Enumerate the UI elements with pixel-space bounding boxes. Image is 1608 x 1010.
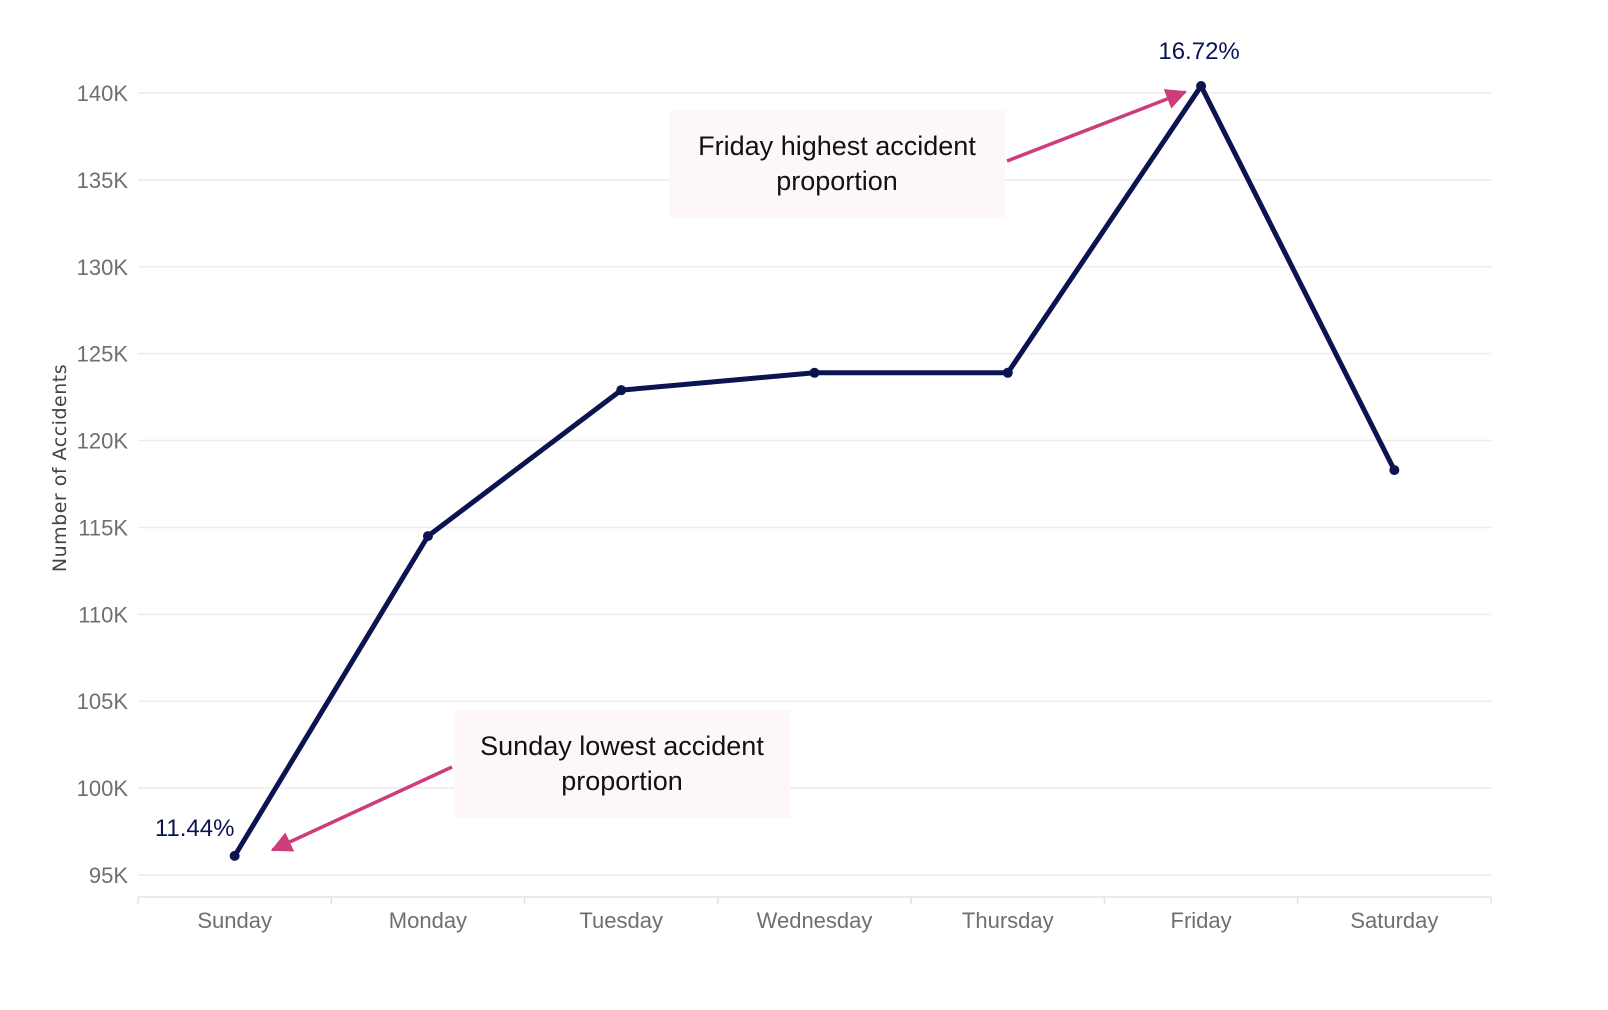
x-tick-label: Thursday [962, 908, 1054, 933]
data-labels: 11.44% 16.72% [155, 38, 1240, 842]
annotation-sunday: Sunday lowest accident proportion [454, 710, 790, 818]
y-tick-label: 115K [78, 515, 128, 540]
y-axis-title: Number of Accidents [49, 364, 71, 572]
data-point-tuesday [616, 385, 627, 396]
annotation-friday: Friday highest accident proportion [669, 110, 1005, 218]
y-tick-label: 140K [77, 81, 129, 106]
y-tick-label: 120K [77, 429, 129, 454]
y-tick-label: 100K [77, 776, 129, 801]
x-tick-label: Tuesday [579, 908, 663, 933]
data-label-friday: 16.72% [1158, 38, 1239, 65]
x-axis: Sunday Monday Tuesday Wednesday Thursday Frid… [137, 896, 1492, 933]
annotation-arrows [270, 89, 1188, 852]
x-tick-label: Friday [1171, 908, 1232, 933]
data-point-saturday [1389, 465, 1400, 476]
data-point-monday [422, 531, 433, 542]
arrow-friday [1006, 89, 1188, 163]
points-layer [229, 81, 1400, 861]
y-tick-label: 95K [89, 863, 128, 888]
x-tick-label: Saturday [1350, 908, 1438, 933]
y-tick-label: 135K [77, 168, 129, 193]
arrow-sunday [270, 765, 453, 852]
data-label-sunday: 11.44% [155, 815, 235, 842]
data-point-sunday [229, 850, 240, 861]
x-tick-label: Wednesday [757, 908, 873, 933]
annotation-friday-text: Friday highest accident proportion [698, 131, 976, 196]
data-point-friday [1196, 81, 1207, 92]
y-tick-label: 130K [77, 255, 129, 280]
data-point-wednesday [809, 367, 820, 378]
x-tick-label: Sunday [197, 908, 272, 933]
data-point-thursday [1002, 367, 1013, 378]
x-tick-label: Monday [389, 908, 467, 933]
y-tick-label: 105K [77, 689, 129, 714]
annotation-sunday-text: Sunday lowest accident proportion [480, 731, 764, 796]
y-tick-label: 110K [78, 602, 128, 627]
y-tick-label: 125K [77, 342, 129, 367]
y-axis: 95K 100K 105K 110K 115K 120K 125K 130K 135K 140K [77, 81, 129, 888]
